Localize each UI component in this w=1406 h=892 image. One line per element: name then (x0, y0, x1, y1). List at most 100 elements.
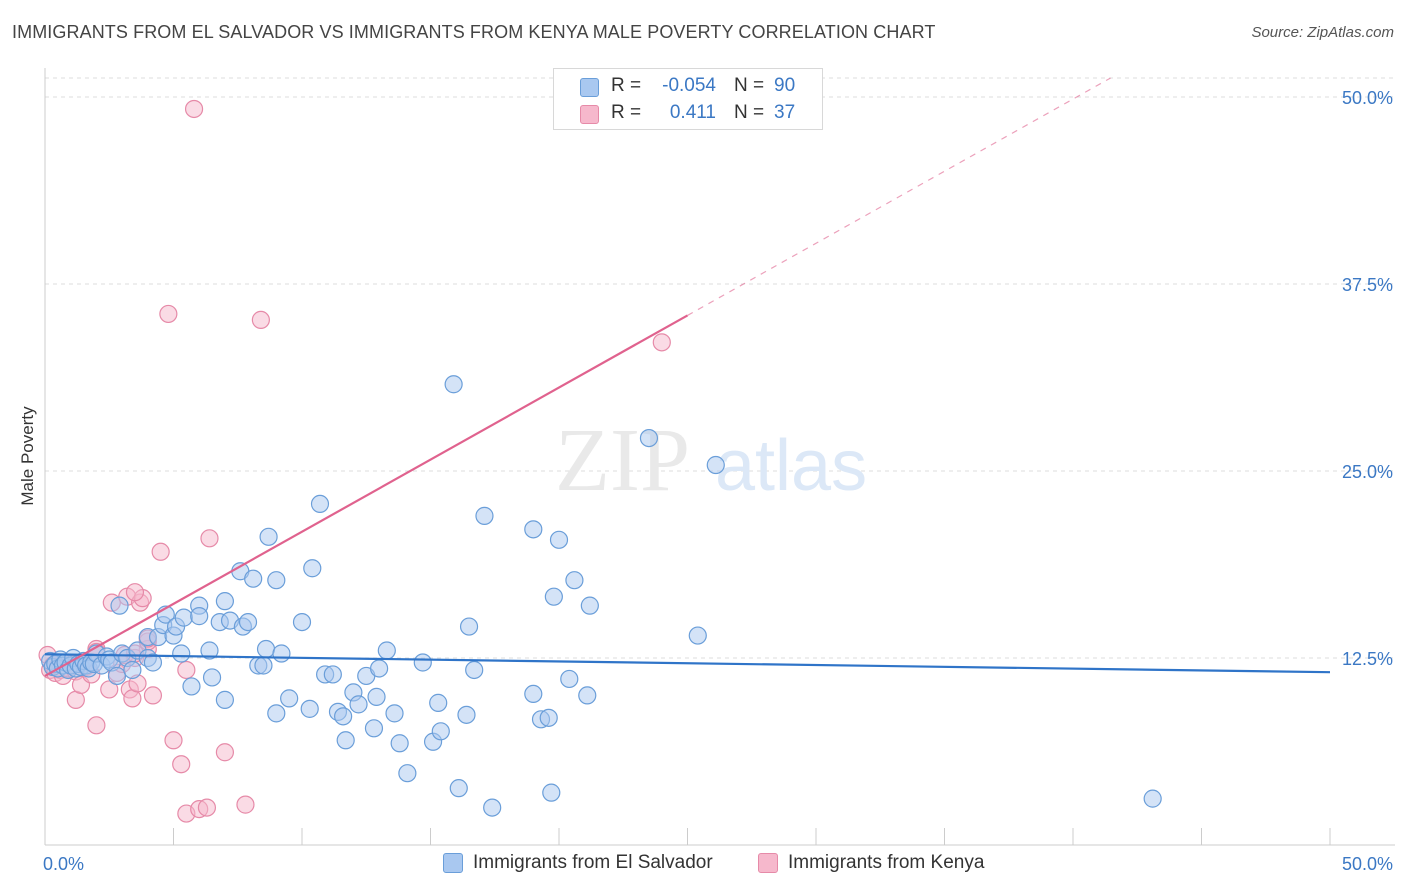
el-salvador-point (107, 666, 127, 686)
trend-lines (44, 77, 1331, 677)
el-salvador-point (336, 731, 355, 750)
legend-n-label: N = (734, 102, 765, 123)
legend-r-label: R = (611, 102, 642, 123)
kenya-point (177, 660, 196, 680)
y-tick-label: 50.0% (1342, 88, 1393, 108)
el-salvador-point (334, 707, 353, 726)
el-salvador-point (292, 612, 312, 632)
legend-swatch-pink (580, 105, 599, 124)
el-salvador-point (413, 653, 432, 672)
watermark: ZIP atlas (555, 411, 867, 510)
el-salvador-point (364, 719, 384, 738)
y-tick-labels: 12.5% 25.0% 37.5% 50.0% (1342, 88, 1393, 669)
el-salvador-point (267, 571, 286, 590)
x-tick-labels: 0.0% 50.0% (43, 854, 1393, 874)
el-salvador-point (367, 687, 386, 706)
el-salvador-point (370, 659, 389, 678)
el-salvador-point (560, 669, 579, 689)
el-salvador-point (398, 764, 417, 783)
el-salvador-point (524, 684, 543, 704)
el-salvador-point (390, 734, 409, 753)
kenya-trend-line (44, 314, 689, 677)
kenya-point (236, 795, 255, 814)
el-salvador-point (215, 592, 234, 611)
el-salvador-point (172, 644, 191, 663)
el-salvador-point (565, 571, 584, 590)
legend-row-el-salvador: R = -0.054 N = 90 (554, 72, 822, 100)
legend-n-label: N = (734, 75, 765, 96)
legend-swatch-blue (443, 853, 463, 873)
el-salvador-point (272, 644, 291, 663)
el-salvador-point (256, 639, 276, 659)
y-tick-label: 25.0% (1342, 462, 1393, 482)
series-legend: Immigrants from El Salvador Immigrants f… (0, 852, 1406, 878)
el-salvador-point (190, 607, 209, 626)
legend-swatch-blue (580, 78, 599, 97)
el-salvador-point (459, 617, 479, 636)
y-tick-label: 12.5% (1342, 649, 1393, 669)
kenya-trend-extrapolation (687, 77, 1111, 316)
el-salvador-point (349, 695, 368, 714)
el-salvador-point (483, 798, 502, 817)
legend-n-value: 37 (774, 102, 796, 123)
el-salvador-point (429, 693, 448, 712)
el-salvador-point (377, 641, 396, 660)
kenya-point (197, 798, 217, 817)
chart-title: IMMIGRANTS FROM EL SALVADOR VS IMMIGRANT… (12, 22, 936, 42)
el-salvador-point (524, 520, 543, 539)
legend-r-value: 0.411 (669, 102, 716, 123)
kenya-point (184, 99, 204, 119)
kenya-point (100, 680, 119, 699)
legend-label: Immigrants from Kenya (788, 852, 985, 873)
el-salvador-point (238, 612, 258, 632)
legend-swatch-pink (758, 853, 778, 873)
legend-r-label: R = (611, 75, 642, 96)
el-salvador-point (259, 527, 278, 546)
el-salvador-point (549, 530, 569, 549)
legend-n-value: 90 (774, 75, 796, 96)
legend-row-kenya: R = 0.411 N = 37 (554, 99, 822, 127)
el-salvador-point (431, 722, 450, 741)
el-salvador-point (688, 626, 707, 645)
el-salvador-point (542, 783, 561, 802)
el-salvador-point (457, 705, 476, 724)
el-salvador-point (200, 641, 219, 660)
kenya-point (200, 529, 219, 548)
el-salvador-point (123, 660, 142, 680)
el-salvador-point (254, 656, 273, 675)
kenya-point (251, 310, 270, 330)
el-salvador-point (280, 689, 299, 708)
el-salvador-point (580, 596, 599, 615)
kenya-point (164, 731, 183, 750)
legend-label: Immigrants from El Salvador (473, 852, 713, 873)
kenya-point (172, 755, 191, 774)
x-tick-label: 50.0% (1342, 854, 1393, 874)
el-salvador-point (578, 686, 597, 705)
el-salvador-point (310, 494, 330, 514)
kenya-point (125, 583, 145, 602)
el-salvador-point (444, 375, 463, 394)
el-salvador-point (706, 455, 725, 475)
el-salvador-point (385, 704, 404, 723)
el-salvador-point (544, 587, 563, 606)
el-salvador-point (465, 660, 484, 680)
kenya-point (215, 743, 234, 762)
legend-r-value: -0.054 (662, 75, 716, 96)
el-salvador-point (267, 704, 286, 723)
y-tick-label: 37.5% (1342, 275, 1393, 295)
kenya-point (143, 686, 163, 705)
el-salvador-point (174, 608, 193, 627)
correlation-legend: R = -0.054 N = 90 R = 0.411 N = 37 (553, 68, 823, 130)
kenya-point (151, 542, 170, 561)
el-salvador-point (143, 653, 163, 672)
axes (44, 68, 1395, 846)
watermark-zip: ZIP (555, 411, 690, 510)
el-salvador-point (449, 779, 468, 798)
el-salvador-trend-line (44, 653, 1331, 674)
kenya-point (652, 333, 671, 352)
el-salvador-point (110, 596, 129, 615)
kenya-point (87, 716, 106, 735)
el-salvador-point (303, 559, 322, 578)
el-salvador-point (215, 690, 234, 709)
